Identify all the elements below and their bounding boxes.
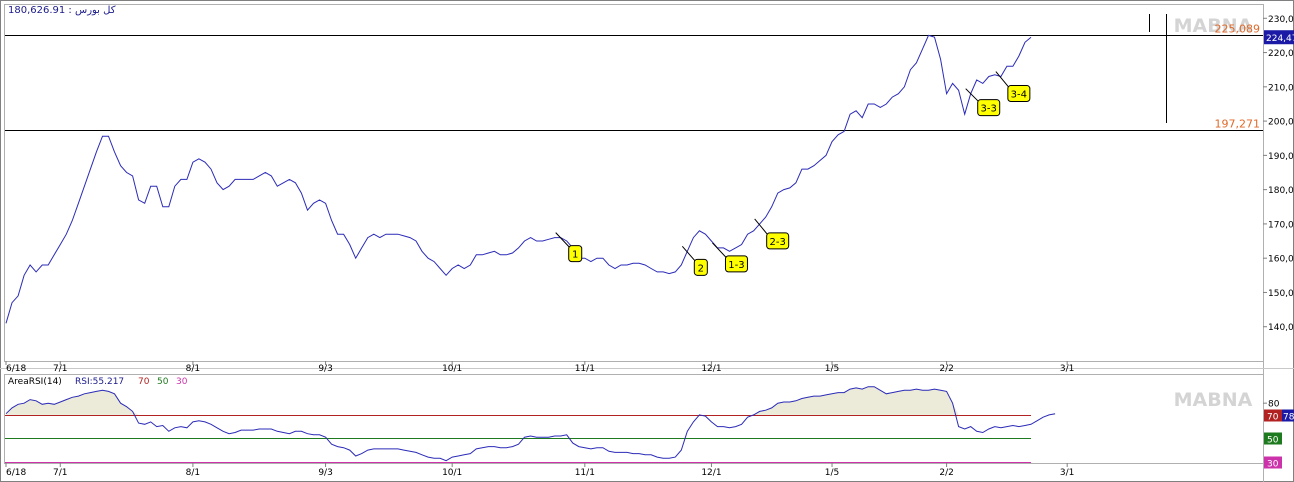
rsi-x-axis: 6/18 7/1 8/1 9/3 10/1 11/1 12/1 1/5 2/2 3/1 <box>5 463 1074 478</box>
x-tick-label: 7/1 <box>53 468 67 478</box>
x-tick-label: 11/1 <box>575 468 595 478</box>
x-tick-label: 1/5 <box>825 468 839 478</box>
x-tick-label: 10/1 <box>442 364 462 374</box>
wave-label-pointer <box>555 232 572 249</box>
x-tick-label: 2/2 <box>939 364 953 374</box>
rsi-series-line <box>5 386 1056 462</box>
wave-label-box <box>766 232 790 250</box>
price-tick-label: 220,00 <box>1268 49 1294 59</box>
price-tick-label: 170,00 <box>1268 220 1294 230</box>
x-tick-label: 11/1 <box>575 364 595 374</box>
wave-label-box <box>568 245 583 263</box>
current-price-value: 224,47 <box>1266 34 1294 44</box>
rsi-value-label: RSI:55.217 <box>75 377 124 387</box>
x-tick-label: 3/1 <box>1060 468 1074 478</box>
rsi-level-lines <box>5 415 1031 463</box>
x-tick-label: 9/3 <box>318 468 332 478</box>
price-tick-label: 180,00 <box>1268 186 1294 196</box>
wave-labels: 1 2 1-3 2-3 3-3 3-4 <box>555 71 1031 276</box>
price-tick-label: 160,00 <box>1268 255 1294 265</box>
x-tick-label: 3/1 <box>1060 364 1074 374</box>
price-x-axis: 6/18 7/1 8/1 9/3 10/1 11/1 12/1 1/5 2/2 3/1 <box>5 361 1074 374</box>
wave-label-box <box>693 258 708 276</box>
x-tick-label: 2/2 <box>939 468 953 478</box>
wave-label-text: 1-3 <box>728 260 744 271</box>
price-tick-label: 150,00 <box>1268 289 1294 299</box>
index-title: 180,626.91 : کل بورس <box>8 5 116 16</box>
wave-label-pointer <box>754 218 770 237</box>
x-tick-label: 8/1 <box>186 468 200 478</box>
wave-label-text: 1 <box>572 250 578 261</box>
wave-label-text: 2-3 <box>770 237 786 248</box>
wave-label-pointer <box>712 242 728 260</box>
rsi-level-badge <box>1264 409 1282 422</box>
wave-label-box <box>977 99 1001 117</box>
current-price-badge: 224,47 <box>1264 30 1294 45</box>
price-axis: 230,00 220,00 210,00 200,00 190,00 180,00 170,… <box>1263 15 1294 333</box>
x-tick-label: 8/1 <box>186 364 200 374</box>
wave-label-box <box>724 255 748 273</box>
wave-label-box <box>1007 85 1031 103</box>
horizontal-levels: 225,089 197,271 <box>5 23 1263 131</box>
x-tick-label: 10/1 <box>442 468 462 478</box>
rsi-level-30-legend: 30 <box>176 377 188 387</box>
price-tick-label: 190,00 <box>1268 152 1294 162</box>
rsi-current-value: 78 <box>1283 413 1294 423</box>
rsi-level-badge-label: 30 <box>1267 460 1279 470</box>
price-tick-label: 200,00 <box>1268 118 1294 128</box>
wave-label-text: 3-3 <box>981 104 997 115</box>
wave-label-pointer <box>965 88 981 104</box>
rsi-level-badge-label: 50 <box>1267 436 1279 446</box>
x-tick-label: 9/3 <box>318 364 332 374</box>
x-tick-label: 6/18 <box>6 364 26 374</box>
wave-label-text: 2 <box>698 263 704 274</box>
rsi-current-badge <box>1282 409 1294 422</box>
rsi-level-badge <box>1264 432 1282 445</box>
x-tick-label: 7/1 <box>53 364 67 374</box>
x-tick-label: 12/1 <box>701 468 721 478</box>
current-price-box <box>1264 30 1294 45</box>
x-tick-label: 6/18 <box>6 468 26 478</box>
wave-label-pointer <box>681 246 697 263</box>
rsi-level-badge-label: 70 <box>1267 413 1279 423</box>
wave-label-pointer <box>995 71 1011 89</box>
watermark-rsi: MABNA <box>1174 389 1253 411</box>
rsi-tick-label: 80 <box>1268 400 1280 410</box>
price-tick-label: 230,00 <box>1268 15 1294 25</box>
price-series-line <box>5 34 1032 324</box>
price-tick-label: 140,00 <box>1268 323 1294 333</box>
rsi-level-50-legend: 50 <box>157 377 169 387</box>
x-tick-label: 12/1 <box>701 364 721 374</box>
rsi-area-fill <box>6 386 1056 415</box>
watermark-top: MABNA <box>1174 15 1253 37</box>
x-tick-label: 1/5 <box>825 364 839 374</box>
level-label: 225,089 <box>1215 23 1261 36</box>
wave-label-text: 3-4 <box>1011 90 1027 101</box>
level-label: 197,271 <box>1215 118 1261 131</box>
rsi-level-badge <box>1264 456 1282 469</box>
price-tick-label: 210,00 <box>1268 83 1294 93</box>
rsi-level-70-legend: 70 <box>138 377 150 387</box>
rsi-title: AreaRSI(14) <box>8 377 62 387</box>
